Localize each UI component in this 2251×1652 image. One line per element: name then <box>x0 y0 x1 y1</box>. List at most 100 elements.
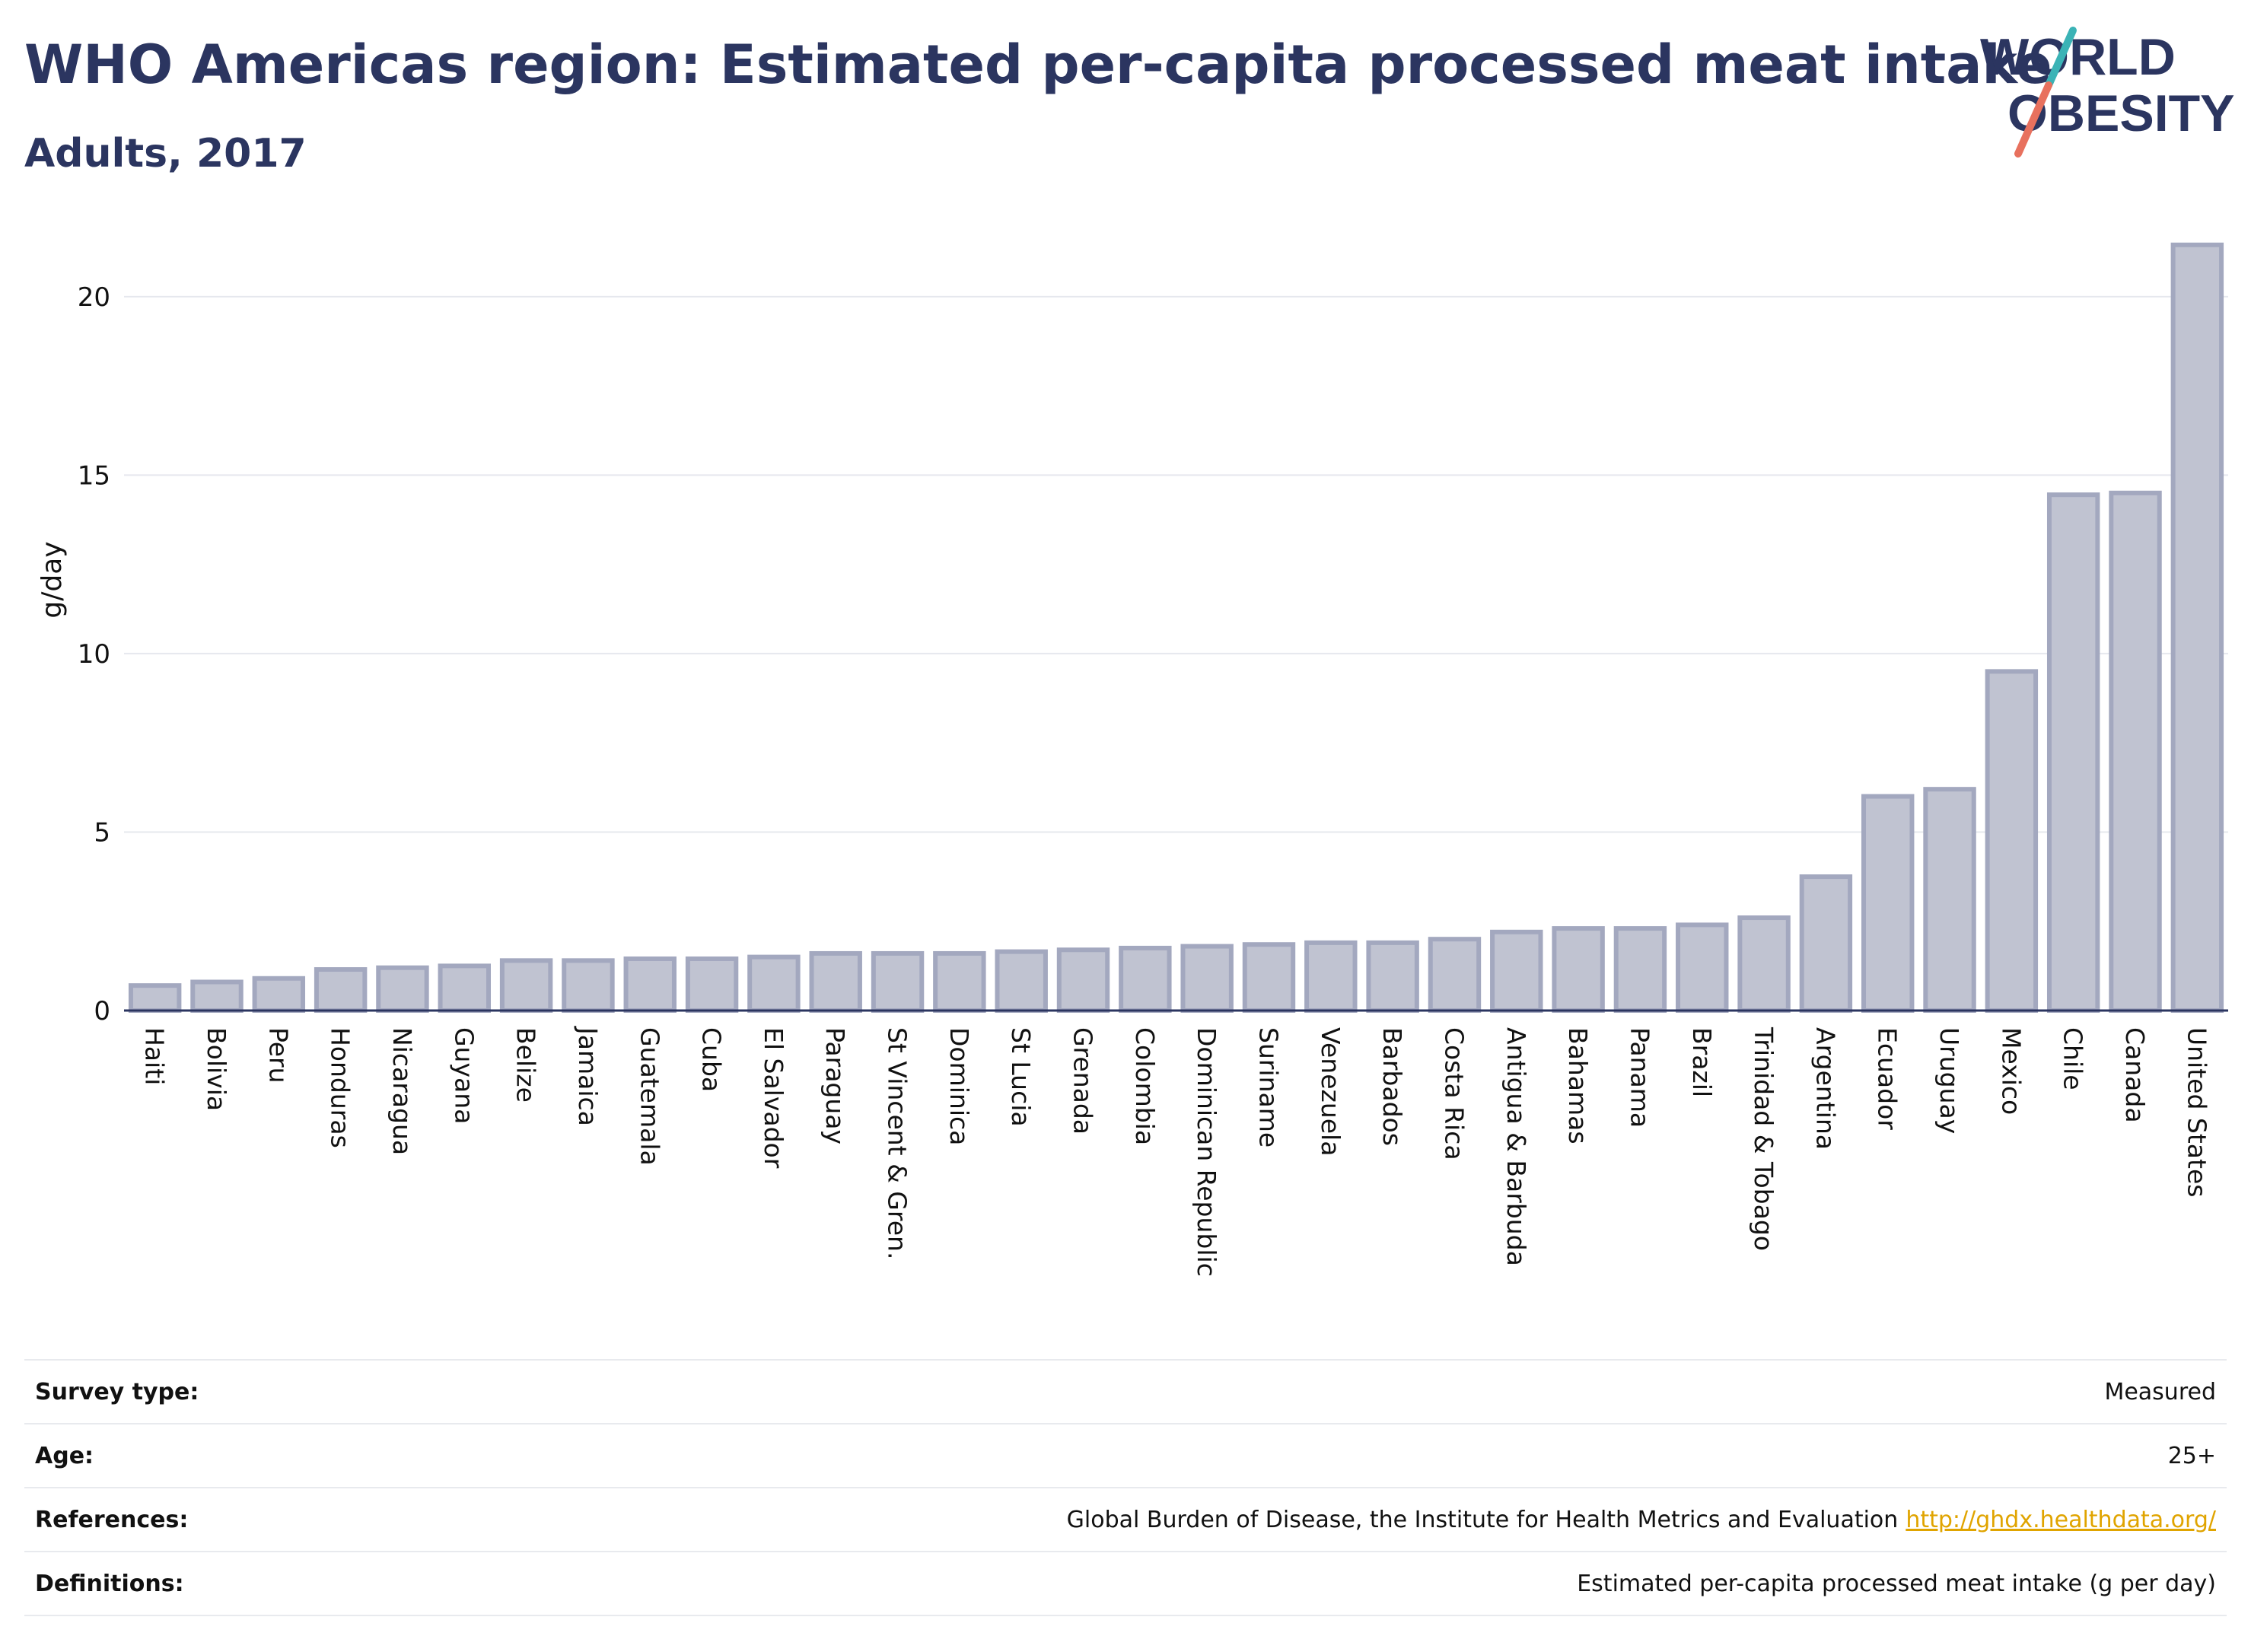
meta-value: 25+ <box>2167 1442 2216 1469</box>
x-tick-label: Canada <box>2120 1027 2150 1123</box>
bar-chart: 0 5 10 15 20 Haiti Bolivia Peru Honduras Nicarag… <box>37 242 2228 1277</box>
bars <box>128 242 2224 1014</box>
x-tick-label: Jamaica <box>573 1026 603 1126</box>
reference-text: Global Burden of Disease, the Institute … <box>1066 1506 1899 1533</box>
x-tick-label: Suriname <box>1253 1027 1283 1147</box>
bar <box>685 956 739 1013</box>
bar <box>1119 945 1172 1013</box>
bar <box>1799 874 1853 1014</box>
x-tick-label: Peru <box>263 1027 293 1084</box>
y-tick-labels: 0 5 10 15 20 <box>78 282 110 1027</box>
bar <box>252 976 306 1014</box>
meta-row-age: Age: 25+ <box>24 1423 2227 1487</box>
bar <box>1985 669 2039 1013</box>
x-tick-label: Dominican Republic <box>1192 1027 1221 1277</box>
bar <box>499 958 553 1013</box>
bar <box>623 956 677 1013</box>
bar <box>933 950 986 1013</box>
y-tick-label: 15 <box>78 460 110 491</box>
metadata-table: Survey type: Measured Age: 25+ Reference… <box>24 1359 2227 1616</box>
bar <box>376 965 429 1014</box>
x-tick-label: Venezuela <box>1316 1027 1345 1156</box>
x-tick-labels: Haiti Bolivia Peru Honduras Nicaragua Guyana B… <box>140 1026 2212 1277</box>
bar <box>1861 794 1915 1013</box>
x-tick-label: Cuba <box>697 1027 727 1092</box>
bar <box>1366 940 1419 1013</box>
x-tick-label: St Lucia <box>1006 1027 1036 1127</box>
meta-value: Estimated per-capita processed meat inta… <box>1577 1570 2216 1597</box>
bar <box>1428 937 1482 1013</box>
bar <box>438 963 491 1014</box>
x-tick-label: Dominica <box>944 1027 974 1145</box>
bar <box>562 958 615 1013</box>
bar <box>1923 787 1976 1014</box>
bar <box>128 983 182 1014</box>
x-tick-label: Brazil <box>1687 1027 1717 1097</box>
bar <box>314 967 368 1014</box>
bar <box>1490 929 1543 1014</box>
logo-text-world: WORLD <box>1980 28 2176 86</box>
bar <box>871 950 925 1013</box>
x-tick-label: Guyana <box>449 1027 479 1124</box>
y-axis-label: g/day <box>37 541 68 618</box>
bar <box>1613 926 1667 1014</box>
x-tick-label: Argentina <box>1810 1027 1840 1150</box>
bar <box>1304 940 1358 1013</box>
x-tick-label: Bahamas <box>1563 1027 1593 1144</box>
x-tick-label: Grenada <box>1068 1027 1098 1135</box>
x-tick-label: Mexico <box>1996 1027 2026 1115</box>
meta-row-definitions: Definitions: Estimated per-capita proces… <box>24 1551 2227 1616</box>
meta-label: Definitions: <box>35 1570 184 1597</box>
reference-link[interactable]: http://ghdx.healthdata.org/ <box>1906 1506 2216 1533</box>
x-tick-label: Haiti <box>140 1027 170 1085</box>
chart-title: WHO Americas region: Estimated per-capit… <box>24 33 2052 96</box>
grid-lines <box>124 295 2228 833</box>
x-tick-label: Barbados <box>1377 1027 1407 1146</box>
x-tick-label: Honduras <box>326 1027 355 1148</box>
x-tick-label: St Vincent & Gren. <box>883 1027 912 1259</box>
world-obesity-logo: WORLD OBESITY <box>1980 27 2235 158</box>
y-tick-label: 10 <box>78 639 110 670</box>
x-tick-label: Belize <box>511 1027 541 1103</box>
bar <box>1056 947 1110 1013</box>
x-tick-label: Trinidad & Tobago <box>1749 1027 1778 1251</box>
bar <box>2170 242 2224 1013</box>
bar <box>2109 490 2162 1013</box>
meta-value: Measured <box>2104 1378 2216 1405</box>
x-tick-label: Chile <box>2058 1027 2088 1090</box>
bar <box>809 950 862 1013</box>
logo-slash-coral <box>2014 81 2052 158</box>
x-tick-label: Ecuador <box>1873 1027 1902 1130</box>
logo-slash-teal <box>2045 27 2077 89</box>
x-tick-label: Uruguay <box>1934 1027 1964 1134</box>
meta-label: Age: <box>35 1442 94 1469</box>
bar <box>1242 942 1296 1013</box>
x-tick-label: United States <box>2182 1027 2211 1197</box>
bar <box>1676 922 1729 1014</box>
x-tick-label: Costa Rica <box>1439 1027 1469 1160</box>
x-tick-label: Bolivia <box>202 1027 231 1111</box>
meta-label: Survey type: <box>35 1378 199 1405</box>
bar <box>1180 944 1234 1013</box>
x-tick-label: Guatemala <box>635 1027 664 1166</box>
x-tick-label: Antigua & Barbuda <box>1501 1027 1531 1266</box>
bar <box>190 979 244 1014</box>
meta-row-survey-type: Survey type: Measured <box>24 1359 2227 1423</box>
x-tick-label: Paraguay <box>820 1027 850 1144</box>
y-tick-label: 0 <box>94 996 110 1027</box>
y-tick-label: 5 <box>94 817 110 848</box>
x-tick-label: Panama <box>1625 1027 1654 1128</box>
y-tick-label: 20 <box>78 282 110 313</box>
bar <box>1737 915 1791 1014</box>
meta-label: References: <box>35 1506 189 1533</box>
x-tick-label: Nicaragua <box>387 1027 417 1155</box>
bar <box>995 949 1048 1013</box>
x-tick-label: Colombia <box>1130 1027 1160 1145</box>
meta-row-references: References: Global Burden of Disease, th… <box>24 1487 2227 1551</box>
meta-value: Global Burden of Disease, the Institute … <box>1067 1507 2227 1533</box>
x-tick-label: El Salvador <box>759 1027 788 1169</box>
bar <box>1552 926 1605 1014</box>
bar <box>747 954 801 1013</box>
chart-subtitle: Adults, 2017 <box>24 131 307 177</box>
bar <box>2046 492 2100 1013</box>
